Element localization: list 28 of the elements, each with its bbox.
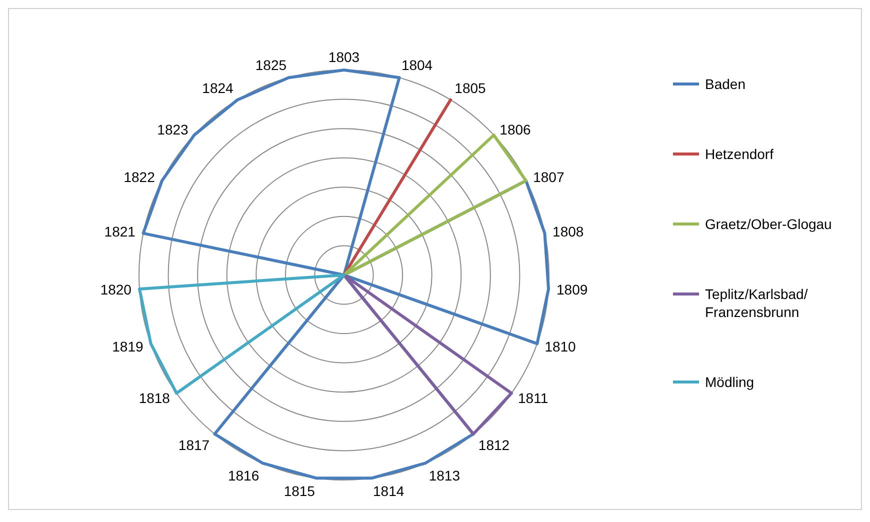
spoke-label: 1818	[138, 390, 170, 406]
spoke-label: 1807	[533, 168, 564, 185]
spoke-label: 1805	[454, 80, 486, 96]
spoke-label: 1806	[500, 122, 532, 138]
legend-label: Mödling	[705, 373, 756, 391]
spoke-label: 1817	[178, 437, 210, 454]
spoke-label: 1822	[124, 168, 156, 185]
spoke-label: 1803	[328, 49, 360, 65]
spoke-label: 1809	[556, 282, 588, 298]
spoke-label: 1814	[373, 482, 404, 499]
spoke-label: 1816	[228, 467, 260, 484]
spoke-label: 1823	[157, 122, 189, 138]
spoke-label: 1820	[100, 282, 132, 298]
spoke-label: 1813	[428, 467, 460, 484]
spoke-label: 1815	[284, 482, 316, 499]
legend-label: Teplitz/Karlsbad/Franzensbrunn	[705, 285, 809, 321]
spoke-label: 1808	[552, 224, 584, 240]
spoke-label: 1825	[255, 56, 287, 73]
spoke-label: 1811	[518, 390, 548, 406]
spoke-label: 1824	[202, 80, 234, 96]
legend-label: Hetzendorf	[705, 145, 774, 163]
legend-label: Baden	[705, 75, 746, 93]
spoke-label: 1804	[401, 56, 433, 73]
spoke-label: 1819	[112, 338, 144, 354]
spoke-label: 1821	[104, 224, 136, 240]
legend-label: Graetz/Ober-Glogau	[705, 215, 833, 233]
spoke-label: 1812	[478, 437, 510, 454]
spoke-label: 1810	[544, 338, 576, 354]
